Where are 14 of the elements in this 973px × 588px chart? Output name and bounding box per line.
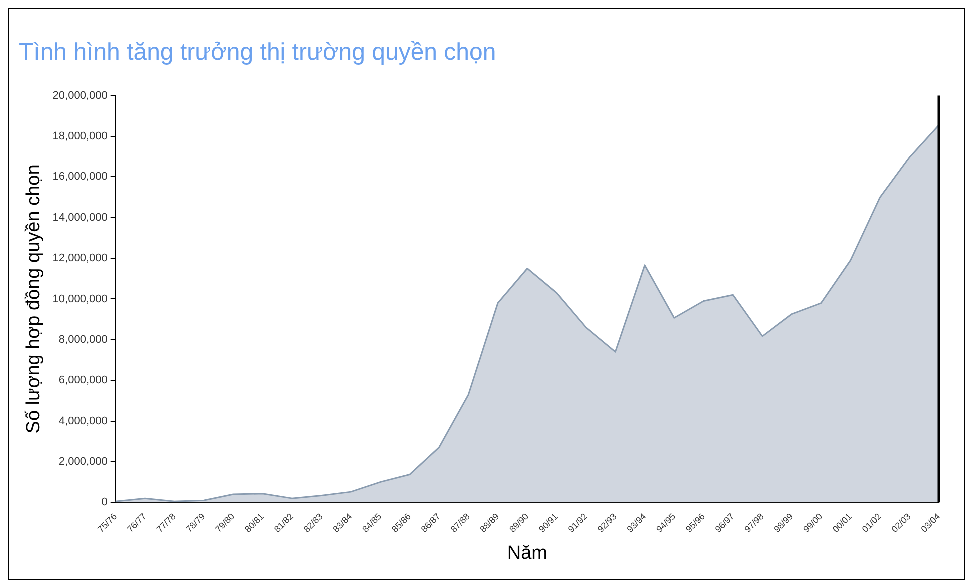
y-tick-label: 10,000,000 (52, 293, 108, 306)
x-axis-title: Năm (507, 542, 548, 564)
y-tick-label: 14,000,000 (52, 212, 108, 224)
y-tick-label: 4,000,000 (58, 415, 108, 428)
y-tick-label: 8,000,000 (58, 334, 108, 346)
y-tick-label: 0 (102, 496, 108, 509)
y-tick-label: 12,000,000 (52, 252, 108, 265)
y-tick-label: 16,000,000 (52, 171, 108, 184)
y-tick-label: 2,000,000 (58, 456, 108, 468)
y-tick-label: 20,000,000 (52, 90, 108, 102)
y-tick-label: 6,000,000 (58, 374, 108, 387)
y-axis-title: Số lượng hợp đồng quyền chọn (24, 164, 45, 434)
chart-title: Tình hình tăng trưởng thị trường quyền chọn (19, 39, 496, 66)
y-tick-label: 18,000,000 (52, 130, 108, 143)
